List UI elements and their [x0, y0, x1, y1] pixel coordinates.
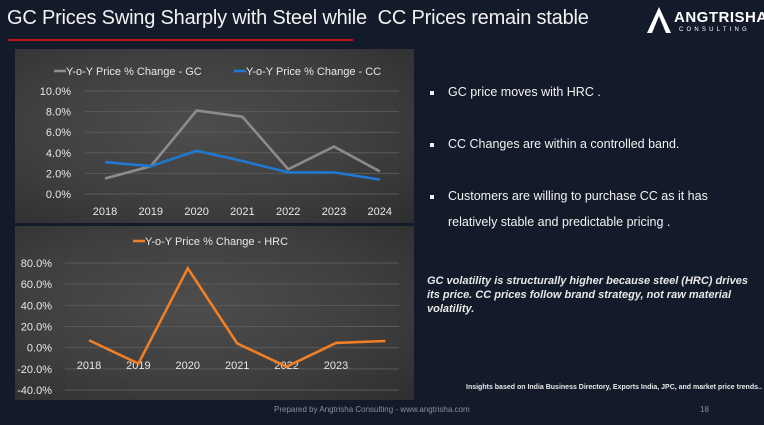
y-tick-label: 0.0%: [27, 343, 52, 355]
chart-plot-gc-cc: 0.0% 2.0% 4.0% 6.0% 8.0% 10.0% 2018 2019 2020 202…: [40, 66, 399, 218]
bullet-text: GC price moves with HRC .: [448, 85, 601, 99]
hrc-price-change-chart: -40.0% -20.0% 0.0% 20.0% 40.0% 60.0% 80.0% 2018…: [15, 226, 414, 400]
footer-text: Prepared by Angtrisha Consulting - www.a…: [274, 405, 470, 414]
x-tick-label: 2018: [77, 360, 101, 372]
x-tick-label: 2021: [230, 206, 254, 218]
slide-title: GC Prices Swing Sharply with Steel while…: [7, 7, 589, 29]
y-tick-label: 60.0%: [21, 279, 52, 291]
y-tick-label: 6.0%: [46, 127, 71, 139]
logo-a-icon: [647, 7, 671, 33]
x-tick-label: 2020: [184, 206, 208, 218]
y-tick-label: -20.0%: [17, 364, 52, 376]
y-tick-label: -40.0%: [17, 385, 52, 397]
y-tick-label: 40.0%: [21, 300, 52, 312]
x-tick-label: 2019: [139, 206, 163, 218]
page-number: 18: [700, 405, 709, 414]
x-tick-label: 2023: [322, 206, 346, 218]
y-tick-label: 2.0%: [46, 168, 71, 180]
square-bullet-icon: [430, 195, 434, 199]
square-bullet-icon: [430, 91, 434, 95]
series-line: [88, 265, 386, 369]
y-tick-label: 0.0%: [46, 189, 71, 201]
x-tick-label: 2023: [324, 360, 348, 372]
x-tick-label: 2020: [176, 360, 200, 372]
x-tick-label: 2024: [368, 206, 392, 218]
square-bullet-icon: [430, 143, 434, 147]
y-tick-label: 8.0%: [46, 107, 71, 119]
bullet-text-continued: relatively stable and predictable pricin…: [448, 215, 671, 229]
logo-subtitle: CONSULTING: [679, 27, 750, 33]
legend-label: Y-o-Y Price % Change - CC: [246, 66, 381, 78]
company-logo: ANGTRISHA CONSULTING: [646, 6, 764, 36]
y-tick-label: 10.0%: [40, 86, 71, 98]
x-tick-label: 2022: [276, 206, 300, 218]
bullet-text: CC Changes are within a controlled band.: [448, 137, 680, 151]
x-tick-label: 2018: [93, 206, 117, 218]
x-tick-label: 2021: [225, 360, 249, 372]
legend-label: Y-o-Y Price % Change - GC: [66, 66, 202, 78]
y-tick-label: 20.0%: [21, 322, 52, 334]
title-underline: [8, 39, 353, 41]
chart-plot-hrc: -40.0% -20.0% 0.0% 20.0% 40.0% 60.0% 80.0% 2018…: [17, 236, 399, 397]
insight-note: GC volatility is structurally higher bec…: [427, 275, 748, 315]
bullet-text: Customers are willing to purchase CC as …: [448, 189, 708, 203]
series-line: [104, 149, 381, 181]
x-tick-label: 2019: [126, 360, 150, 372]
y-tick-label: 4.0%: [46, 148, 71, 160]
y-tick-label: 80.0%: [21, 258, 52, 270]
logo-name: ANGTRISHA: [674, 9, 764, 26]
gc-cc-price-change-chart: 0.0% 2.0% 4.0% 6.0% 8.0% 10.0% 2018 2019 2020 202…: [15, 49, 414, 223]
series-line: [104, 109, 381, 180]
legend-label: Y-o-Y Price % Change - HRC: [145, 236, 288, 248]
source-note: Insights based on India Business Directo…: [466, 384, 762, 391]
